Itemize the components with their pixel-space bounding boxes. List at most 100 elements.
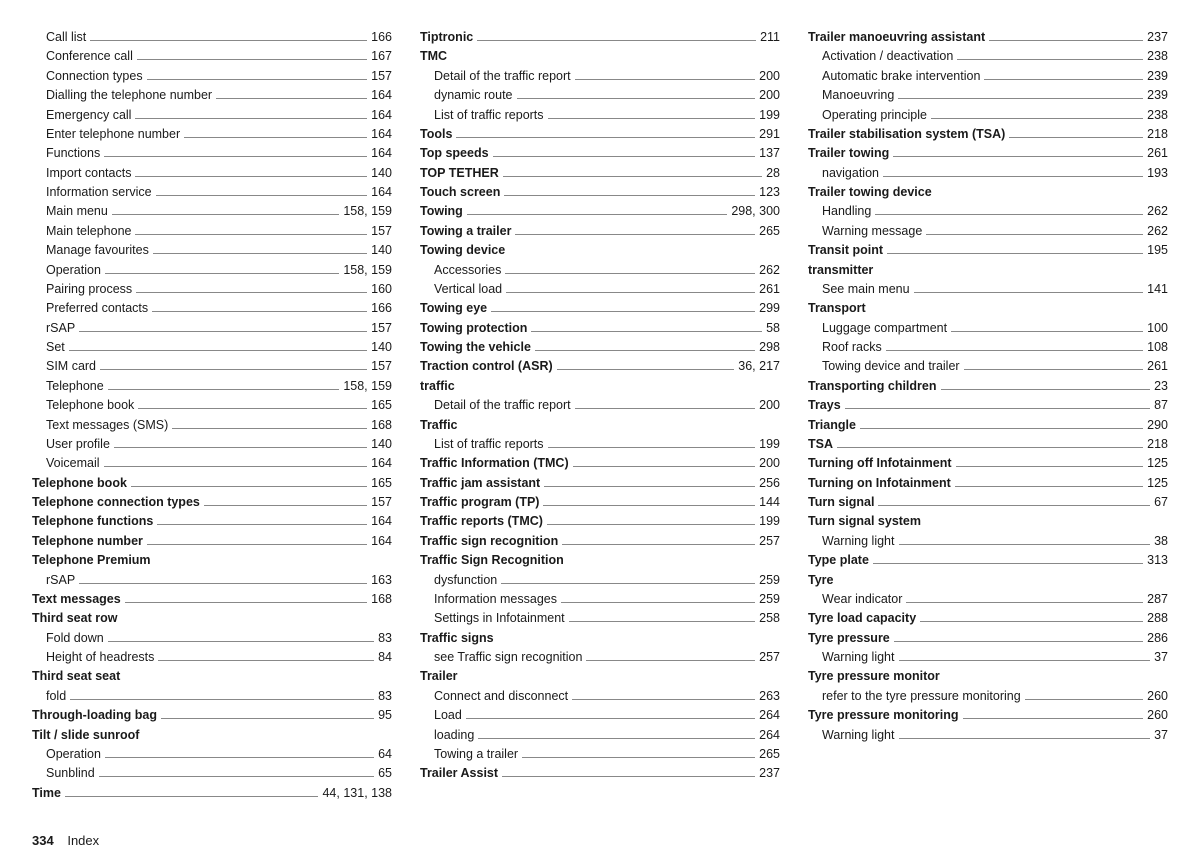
index-entry: Telephone connection types157 <box>32 493 392 512</box>
index-entry: Handling262 <box>808 202 1168 221</box>
index-entry: Wear indicator287 <box>808 590 1168 609</box>
index-entry-page: 200 <box>759 67 780 86</box>
leader-line <box>99 776 374 777</box>
index-entry-page: 195 <box>1147 241 1168 260</box>
index-entry: Tiptronic211 <box>420 28 780 47</box>
index-entry-page: 200 <box>759 454 780 473</box>
index-entry-page: 164 <box>371 183 392 202</box>
index-entry-page: 218 <box>1147 125 1168 144</box>
leader-line <box>493 156 756 157</box>
index-entry-label: Sunblind <box>46 764 95 783</box>
index-entry: Detail of the traffic report200 <box>420 396 780 415</box>
index-entry-page: 263 <box>759 687 780 706</box>
index-heading: Tyre pressure monitor <box>808 667 1168 686</box>
leader-line <box>156 195 368 196</box>
index-entry-label: Automatic brake intervention <box>822 67 980 86</box>
index-entry-label: Warning light <box>822 532 895 551</box>
index-entry-page: 238 <box>1147 47 1168 66</box>
index-entry-page: 290 <box>1147 416 1168 435</box>
index-entry: Tyre pressure monitoring260 <box>808 706 1168 725</box>
index-entry-page: 239 <box>1147 86 1168 105</box>
index-entry-label: Tyre load capacity <box>808 609 916 628</box>
index-entry-page: 140 <box>371 435 392 454</box>
index-entry: refer to the tyre pressure monitoring260 <box>808 687 1168 706</box>
index-entry-page: 165 <box>371 474 392 493</box>
leader-line <box>502 776 755 777</box>
index-entry-label: Trailer stabilisation system (TSA) <box>808 125 1005 144</box>
index-entry-page: 141 <box>1147 280 1168 299</box>
leader-line <box>506 292 755 293</box>
index-entry: Text messages (SMS)168 <box>32 416 392 435</box>
leader-line <box>845 408 1150 409</box>
leader-line <box>887 253 1143 254</box>
leader-line <box>837 447 1143 448</box>
leader-line <box>573 466 756 467</box>
index-entry-page: 237 <box>759 764 780 783</box>
leader-line <box>108 389 340 390</box>
index-entry-page: 100 <box>1147 319 1168 338</box>
index-entry-label: see Traffic sign recognition <box>434 648 582 667</box>
leader-line <box>989 40 1143 41</box>
index-entry-page: 157 <box>371 357 392 376</box>
index-entry-label: Traffic jam assistant <box>420 474 540 493</box>
index-entry: Towing protection58 <box>420 319 780 338</box>
index-entry-page: 199 <box>759 512 780 531</box>
leader-line <box>70 699 374 700</box>
index-entry: List of traffic reports199 <box>420 435 780 454</box>
index-entry: Time44, 131, 138 <box>32 784 392 803</box>
leader-line <box>152 311 367 312</box>
index-entry-page: 84 <box>378 648 392 667</box>
index-entry: Connect and disconnect 263 <box>420 687 780 706</box>
leader-line <box>893 156 1143 157</box>
index-entry: Transit point 195 <box>808 241 1168 260</box>
index-entry-page: 83 <box>378 629 392 648</box>
index-entry: Set140 <box>32 338 392 357</box>
index-entry: Operation64 <box>32 745 392 764</box>
index-entry-page: 157 <box>371 493 392 512</box>
index-entry-page: 140 <box>371 164 392 183</box>
index-entry: rSAP157 <box>32 319 392 338</box>
index-entry-label: Connection types <box>46 67 143 86</box>
index-entry-label: Information service <box>46 183 152 202</box>
index-entry-label: Conference call <box>46 47 133 66</box>
index-entry-label: Pairing process <box>46 280 132 299</box>
index-entry-label: Detail of the traffic report <box>434 396 571 415</box>
index-heading: Towing device <box>420 241 780 260</box>
index-entry-label: Traction control (ASR) <box>420 357 553 376</box>
index-entry: Turn signal67 <box>808 493 1168 512</box>
index-entry-label: Towing <box>420 202 463 221</box>
index-entry-label: Call list <box>46 28 86 47</box>
index-entry-label: Set <box>46 338 65 357</box>
index-heading: Trailer towing device <box>808 183 1168 202</box>
leader-line <box>963 718 1144 719</box>
index-entry-page: 163 <box>371 571 392 590</box>
index-entry-label: Trailer towing <box>808 144 889 163</box>
index-entry-page: 166 <box>371 28 392 47</box>
index-entry: Manage favourites140 <box>32 241 392 260</box>
index-entry: Pairing process 160 <box>32 280 392 299</box>
index-entry: Height of headrests84 <box>32 648 392 667</box>
index-entry-label: Turning off Infotainment <box>808 454 952 473</box>
index-entry-label: Connect and disconnect <box>434 687 568 706</box>
leader-line <box>899 738 1151 739</box>
leader-line <box>572 699 755 700</box>
index-entry-page: 160 <box>371 280 392 299</box>
index-entry-page: 123 <box>759 183 780 202</box>
index-entry-page: 298, 300 <box>731 202 780 221</box>
leader-line <box>914 292 1144 293</box>
index-entry: Telephone number164 <box>32 532 392 551</box>
index-entry: Accessories262 <box>420 261 780 280</box>
index-entry: Enter telephone number164 <box>32 125 392 144</box>
index-entry-page: 164 <box>371 512 392 531</box>
index-entry: Voicemail164 <box>32 454 392 473</box>
index-heading: transmitter <box>808 261 1168 280</box>
index-entry-page: 259 <box>759 590 780 609</box>
leader-line <box>886 350 1143 351</box>
index-entry-label: Towing a trailer <box>434 745 518 764</box>
leader-line <box>158 660 374 661</box>
index-entry-page: 288 <box>1147 609 1168 628</box>
index-entry-page: 83 <box>378 687 392 706</box>
index-entry-page: 158, 159 <box>343 261 392 280</box>
index-entry-page: 260 <box>1147 687 1168 706</box>
index-entry-label: Transit point <box>808 241 883 260</box>
